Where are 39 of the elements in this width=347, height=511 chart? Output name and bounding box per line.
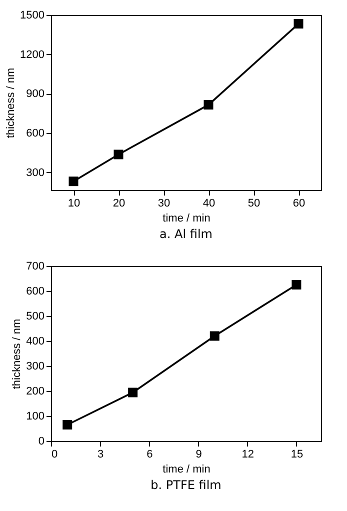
x-tick-label: 20 [112, 198, 126, 210]
point [62, 420, 72, 430]
y-tick-label: 1200 [20, 48, 44, 61]
x-tick-label: 30 [158, 198, 170, 210]
x-tick-label: 15 [290, 448, 304, 460]
point [210, 331, 220, 341]
y-axis-title: thickness / nm [11, 318, 24, 390]
point [114, 150, 124, 160]
point [128, 388, 138, 398]
y-tick-label: 900 [26, 88, 44, 100]
x-tick-label: 9 [196, 448, 202, 460]
y-tick-label: 400 [26, 336, 44, 348]
x-tick-label: 6 [146, 448, 153, 460]
point [68, 176, 78, 186]
text: b. PTFE film [150, 478, 222, 492]
point [294, 19, 304, 29]
x-tick-label: 3 [98, 448, 104, 460]
y-tick-label: 100 [26, 410, 44, 422]
y-axis-title: thickness / nm [5, 68, 18, 138]
point [204, 100, 214, 110]
y-tick-label: 300 [26, 166, 44, 179]
y-tick-label: 200 [26, 386, 44, 398]
text: a. Al film [160, 227, 212, 241]
x-tick-label: 12 [242, 448, 254, 460]
y-tick-label: 0 [38, 436, 44, 448]
point [292, 280, 302, 290]
y-tick-label: 1500 [20, 10, 44, 22]
x-axis-title: time / min [162, 464, 210, 476]
y-tick-label: 600 [26, 286, 44, 298]
x-tick-label: 50 [248, 198, 260, 210]
x-tick-label: 60 [292, 198, 306, 210]
x-tick-label: 10 [68, 198, 80, 210]
x-axis-title: time / min [162, 212, 210, 224]
x-tick-label: 40 [202, 198, 216, 210]
y-tick-label: 500 [26, 310, 44, 322]
y-tick-label: 700 [26, 260, 44, 272]
y-tick-label: 600 [26, 127, 44, 140]
x-tick-label: 0 [52, 448, 58, 460]
y-tick-label: 300 [26, 360, 44, 372]
